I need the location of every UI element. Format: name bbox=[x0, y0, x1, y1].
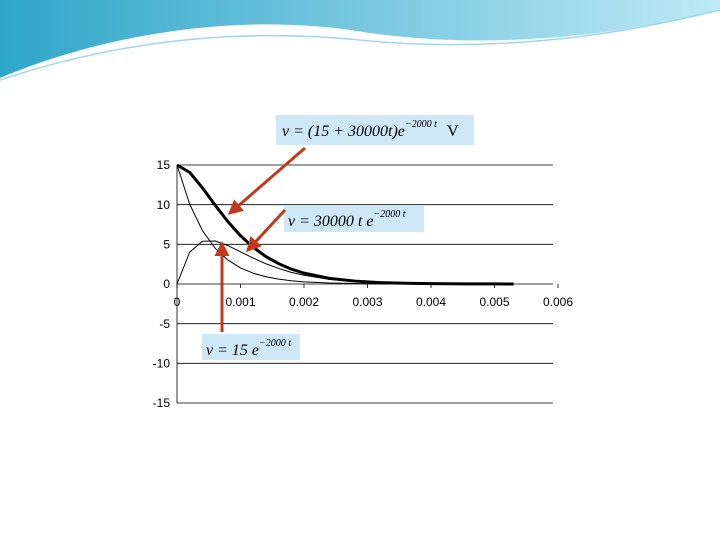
header-line bbox=[0, 9, 720, 81]
annotation-text: v = 15 e−2000 t bbox=[206, 338, 291, 359]
arrow bbox=[227, 146, 306, 215]
x-tick-label: 0.002 bbox=[289, 295, 319, 309]
y-tick-label: 5 bbox=[163, 238, 170, 252]
annotation-box bbox=[276, 115, 474, 145]
header-swoosh bbox=[0, 0, 720, 78]
annotation-box bbox=[284, 206, 424, 232]
y-tick-label: -15 bbox=[153, 396, 171, 410]
x-tick-label: 0.005 bbox=[479, 295, 509, 309]
x-tick-label: 0.006 bbox=[543, 295, 573, 309]
y-tick-label: 15 bbox=[157, 158, 171, 172]
annotation-box bbox=[202, 334, 300, 360]
y-tick-label: 0 bbox=[163, 277, 170, 291]
annotation: v = 30000 t e−2000 t bbox=[284, 206, 424, 232]
x-tick-label: 0.001 bbox=[225, 295, 255, 309]
y-tick-label: 10 bbox=[157, 198, 171, 212]
arrow bbox=[245, 208, 287, 253]
annotation: v = 15 e−2000 t bbox=[202, 334, 300, 360]
x-tick-label: 0.004 bbox=[416, 295, 446, 309]
series-line bbox=[176, 240, 514, 285]
plot: -15 -10 -5 0 5 10 15 0 0.001 0.002 0.003 0.004 0.005… bbox=[153, 158, 574, 410]
y-tick-label: -10 bbox=[153, 357, 171, 371]
x-tick-label: 0.003 bbox=[352, 295, 382, 309]
annotation-text: v = 30000 t e−2000 t bbox=[288, 209, 406, 230]
y-tick-label: -5 bbox=[159, 317, 170, 331]
x-tick-label: 0 bbox=[174, 295, 181, 309]
